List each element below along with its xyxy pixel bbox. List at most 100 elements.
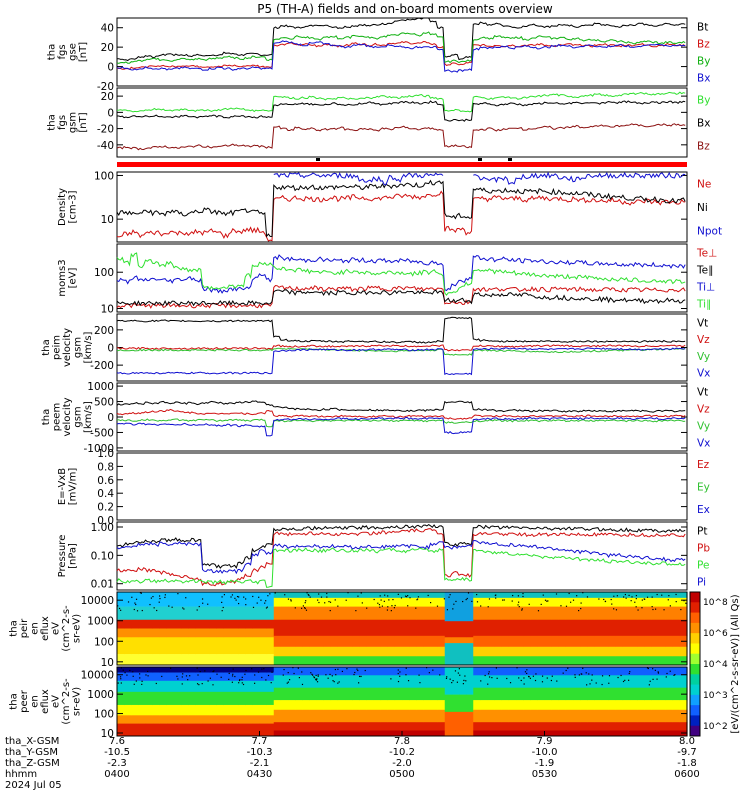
spectrogram-cell bbox=[537, 592, 546, 599]
spectrogram-speckle bbox=[260, 599, 262, 601]
spectrogram-speckle bbox=[446, 676, 448, 678]
spectrogram-speckle bbox=[503, 599, 505, 601]
spectrogram-cell bbox=[594, 592, 603, 599]
spectrogram-cell bbox=[309, 656, 318, 666]
spectrogram-cell bbox=[416, 606, 424, 621]
y-tick-label: 0.01 bbox=[91, 579, 114, 591]
spectrogram-speckle bbox=[648, 684, 650, 686]
spectrogram-cell bbox=[145, 606, 154, 621]
spectrogram-cell bbox=[124, 704, 132, 716]
spectrogram-cell bbox=[402, 675, 410, 688]
spectrogram-cell bbox=[387, 709, 396, 723]
y-tick-label: 0.4 bbox=[97, 488, 114, 500]
spectrogram-speckle bbox=[315, 674, 317, 677]
spectrogram-speckle bbox=[591, 679, 593, 681]
spectrogram-cell bbox=[359, 700, 367, 711]
y-axis-title-line: [eV] bbox=[67, 268, 78, 289]
series-line-Bz bbox=[116, 40, 686, 70]
spectrogram-speckle bbox=[366, 607, 368, 609]
spectrogram-cell bbox=[501, 687, 510, 701]
spectrogram-cell bbox=[630, 722, 638, 731]
spectrogram-cell bbox=[608, 606, 617, 621]
spectrogram-cell bbox=[288, 646, 296, 657]
spectrogram-cell bbox=[658, 646, 667, 657]
spectrogram-cell bbox=[345, 619, 353, 637]
spectrogram-cell bbox=[266, 680, 275, 693]
spectrogram-speckle bbox=[290, 600, 292, 602]
spectrogram-cell bbox=[316, 700, 325, 711]
spectrogram-cell bbox=[644, 646, 652, 657]
spectrogram-cell bbox=[679, 619, 688, 637]
spectrogram-cell bbox=[658, 700, 667, 711]
spectrogram-cell bbox=[665, 646, 674, 657]
spectrogram-cell bbox=[516, 656, 524, 666]
series-line-Ni bbox=[116, 179, 686, 238]
spectrogram-cell bbox=[316, 675, 325, 688]
y-tick-label: 500 bbox=[94, 397, 114, 409]
y-axis-title-line: eV bbox=[51, 695, 62, 708]
spectrogram-cell bbox=[337, 619, 346, 637]
spectrogram-speckle bbox=[496, 677, 498, 679]
spectrogram-cell bbox=[402, 687, 410, 701]
y-tick-label: 10000 bbox=[81, 670, 114, 682]
spectrogram-cell bbox=[359, 722, 367, 731]
spectrogram-speckle bbox=[550, 679, 552, 682]
spectrogram-cell bbox=[608, 646, 617, 657]
spectrogram-cell bbox=[302, 635, 310, 648]
spectrogram-cell bbox=[644, 730, 652, 737]
spectrogram-cell bbox=[288, 597, 296, 607]
spectrogram-cell bbox=[594, 687, 603, 701]
spectrogram-cell bbox=[359, 709, 367, 723]
spectrogram-cell bbox=[181, 691, 189, 706]
y-tick-label: 100 bbox=[94, 709, 114, 721]
spectrogram-cell bbox=[608, 667, 617, 676]
spectrogram-cell bbox=[523, 656, 531, 666]
spectrogram-cell bbox=[117, 715, 125, 724]
spectrogram-cell bbox=[373, 606, 382, 621]
spectrogram-cell bbox=[138, 592, 147, 607]
spectrogram-cell bbox=[273, 656, 282, 666]
spectrogram-cell bbox=[266, 691, 275, 706]
spectrogram-cell bbox=[366, 619, 375, 637]
spectrogram-cell bbox=[337, 675, 346, 688]
spectrogram-cell bbox=[302, 667, 310, 676]
spectrogram-speckle bbox=[518, 677, 520, 679]
legend-label-Ey: Ey bbox=[697, 482, 710, 494]
spectrogram-speckle bbox=[234, 597, 236, 599]
spectrogram-speckle bbox=[488, 671, 490, 673]
spectrogram-cell bbox=[573, 675, 581, 688]
spectrogram-speckle bbox=[135, 680, 137, 682]
spectrogram-cell bbox=[245, 704, 253, 716]
spectrogram-cell bbox=[451, 592, 460, 622]
spectrogram-cell bbox=[295, 667, 303, 676]
spectrogram-speckle bbox=[405, 667, 407, 669]
spectrogram-cell bbox=[594, 675, 603, 688]
spectrogram-cell bbox=[437, 730, 446, 737]
spectrogram-cell bbox=[494, 722, 503, 731]
spectrogram-cell bbox=[402, 656, 410, 666]
spectrogram-speckle bbox=[387, 595, 389, 597]
spectrogram-cell bbox=[330, 700, 339, 711]
spectrogram-cell bbox=[138, 628, 147, 638]
spectrogram-speckle bbox=[641, 599, 643, 601]
spectrogram-cell bbox=[551, 592, 560, 599]
spectrogram-cell bbox=[622, 709, 631, 723]
spectrogram-speckle bbox=[252, 595, 254, 598]
spectrogram-cell bbox=[658, 687, 667, 701]
spectrogram-cell bbox=[238, 704, 246, 716]
spectrogram-cell bbox=[637, 646, 645, 657]
spectrogram-cell bbox=[174, 715, 182, 724]
spectrogram-cell bbox=[665, 619, 674, 637]
spectrogram-cell bbox=[273, 730, 282, 737]
spectrogram-cell bbox=[665, 709, 674, 723]
spectrogram-speckle bbox=[243, 596, 245, 598]
y-axis-title-line: en bbox=[30, 622, 41, 635]
spectrogram-cell bbox=[252, 654, 261, 666]
spectrogram-cell bbox=[273, 606, 282, 621]
spectrogram-cell bbox=[330, 667, 339, 676]
spectrogram-speckle bbox=[120, 609, 122, 611]
spectrogram-cell bbox=[259, 704, 268, 716]
spectrogram-speckle bbox=[310, 672, 312, 674]
spectrogram-speckle bbox=[506, 677, 508, 680]
